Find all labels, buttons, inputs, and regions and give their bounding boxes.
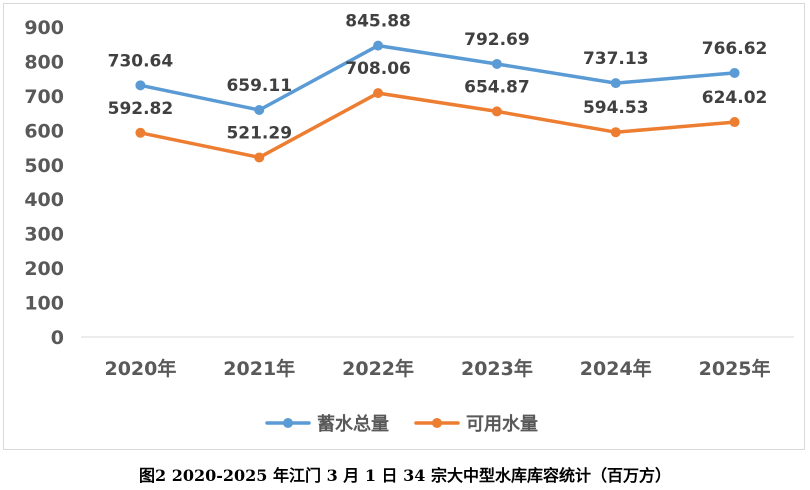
y-tick-label: 0 — [51, 327, 64, 349]
x-tick-label: 2020年 — [104, 357, 176, 380]
x-tick-label: 2024年 — [580, 357, 652, 380]
data-label: 737.13 — [583, 49, 649, 69]
series-1-point — [373, 40, 384, 51]
y-tick-label: 100 — [24, 293, 64, 315]
series-line-2 — [138, 91, 737, 160]
series-2-point — [729, 117, 740, 128]
data-label: 792.69 — [464, 30, 530, 50]
series-2-point — [610, 127, 621, 138]
x-tick-label: 2022年 — [342, 357, 414, 380]
data-label: 659.11 — [226, 76, 292, 96]
series-1-point — [729, 67, 740, 78]
series-line-1 — [138, 43, 737, 112]
legend-marker-1 — [283, 418, 293, 428]
data-label: 730.64 — [108, 51, 174, 71]
data-label: 624.02 — [702, 88, 768, 108]
x-tick-label: 2023年 — [461, 357, 533, 380]
series-2-point — [135, 127, 146, 138]
y-tick-label: 800 — [24, 51, 64, 73]
data-label: 521.29 — [226, 123, 292, 143]
chart-frame: 0 100 200 300 400 500 600 700 800 900 2020年 2021年 20… — [3, 3, 805, 450]
x-tick-label: 2021年 — [223, 357, 295, 380]
series-2-point — [254, 152, 265, 163]
data-label: 594.53 — [583, 98, 649, 118]
legend-label: 可用水量 — [466, 413, 538, 435]
y-tick-label: 700 — [24, 86, 64, 108]
y-tick-label: 500 — [24, 155, 64, 177]
data-label: 592.82 — [108, 99, 174, 119]
series-2-point — [491, 106, 502, 117]
y-tick-label: 900 — [24, 17, 64, 39]
legend-label: 蓄水总量 — [317, 413, 389, 435]
y-tick-label: 300 — [24, 224, 64, 246]
data-label: 708.06 — [345, 59, 411, 79]
data-label: 845.88 — [345, 12, 411, 32]
data-label: 654.87 — [464, 77, 530, 97]
y-tick-label: 600 — [24, 120, 64, 142]
series-1-point — [254, 104, 265, 115]
legend-marker-2 — [432, 418, 442, 428]
x-tick-label: 2025年 — [699, 357, 771, 380]
figure-caption: 图2 2020-2025 年江门 3 月 1 日 34 宗大中型水库库容统计（百… — [139, 466, 671, 485]
data-label: 766.62 — [702, 39, 768, 59]
series-2-point — [373, 88, 384, 99]
series-1-point — [610, 78, 621, 89]
series-1-point — [491, 58, 502, 69]
line-chart: 0 100 200 300 400 500 600 700 800 900 2020年 2021年 20… — [24, 12, 794, 435]
series-1-point — [135, 80, 146, 91]
y-tick-label: 400 — [24, 189, 64, 211]
y-tick-label: 200 — [24, 258, 64, 280]
